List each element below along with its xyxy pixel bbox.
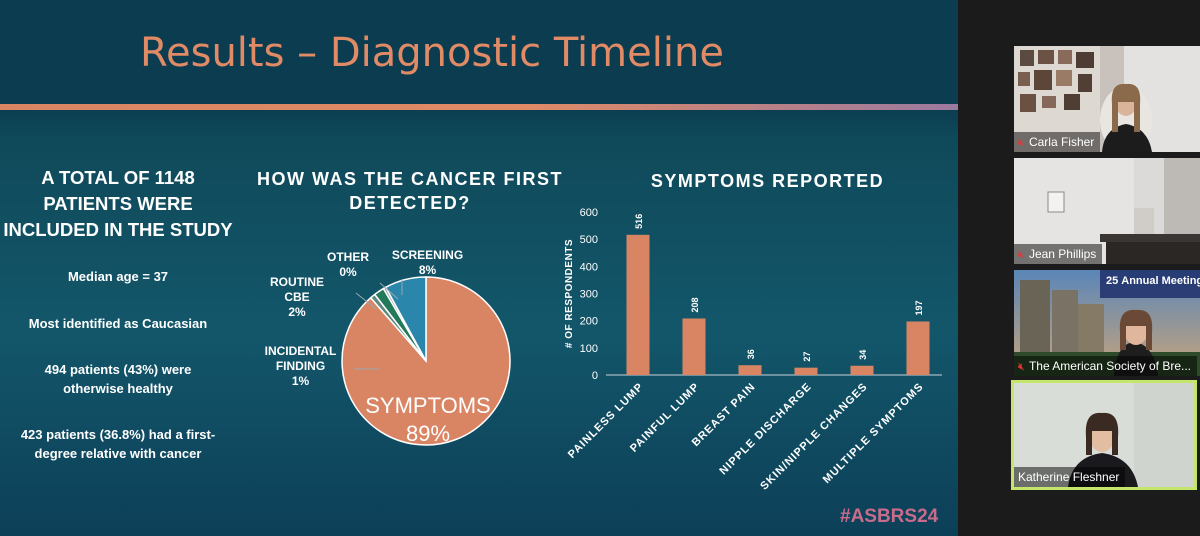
y-tick-label: 100 bbox=[580, 343, 598, 355]
bar bbox=[682, 318, 706, 375]
y-tick-label: 200 bbox=[580, 316, 598, 328]
slice-name: INCIDENTAL FINDING bbox=[264, 344, 337, 373]
pie-chart-heading: HOW WAS THE CANCER FIRST DETECTED? bbox=[250, 167, 570, 215]
bar-data-label: 27 bbox=[802, 352, 812, 362]
stat-family-history: 423 patients (36.8%) had a first- degree… bbox=[0, 425, 236, 463]
participant-name: Katherine Fleshner bbox=[1018, 470, 1120, 484]
pie-label-other: OTHER 0% bbox=[318, 250, 378, 280]
participant-name: Carla Fisher bbox=[1028, 135, 1095, 149]
muted-mic-icon: 🔇︎ bbox=[1018, 249, 1025, 261]
heading-line: DETECTED? bbox=[349, 193, 471, 213]
pie-slice-screening bbox=[384, 276, 427, 362]
video-tile-asbrs[interactable]: 25 Annual Meeting 🔇︎ The American Society … bbox=[1014, 270, 1200, 376]
bar bbox=[794, 367, 818, 375]
y-tick-label: 0 bbox=[592, 370, 598, 382]
pie-label-symptoms-name: SYMPTOMS bbox=[365, 393, 491, 418]
slice-percent: 1% bbox=[291, 374, 310, 388]
video-tile-carla-fisher[interactable]: 🔇︎ Carla Fisher bbox=[1014, 46, 1200, 152]
study-total-heading: A TOTAL OF 1148 PATIENTS WERE INCLUDED I… bbox=[0, 165, 236, 243]
heading-line: HOW WAS THE CANCER FIRST bbox=[257, 169, 563, 189]
pie-label-symptoms-percent: 89% bbox=[406, 421, 450, 446]
symptoms-bar-chart: # OF RESPONDENTS0100200300400500600516PA… bbox=[564, 207, 942, 490]
pie-label-incidental-finding: INCIDENTAL FINDING 1% bbox=[258, 344, 343, 389]
bar-chart-heading: SYMPTOMS REPORTED bbox=[650, 171, 885, 191]
banner-year: 25 bbox=[1106, 275, 1118, 287]
heading-line: PATIENTS WERE bbox=[43, 193, 193, 214]
pie-label-routine-cbe: ROUTINE CBE 2% bbox=[262, 275, 332, 320]
bar bbox=[738, 365, 762, 375]
slice-name: ROUTINE CBE bbox=[270, 275, 324, 304]
stat-line: degree relative with cancer bbox=[34, 446, 202, 461]
detection-pie-chart: SYMPTOMS 89% bbox=[341, 276, 511, 446]
pie-label-screening: SCREENING 8% bbox=[390, 248, 465, 278]
pie-leader-line bbox=[379, 282, 399, 300]
y-tick-label: 300 bbox=[580, 289, 598, 301]
participant-name-label: 🔇︎ Carla Fisher bbox=[1014, 132, 1101, 152]
x-tick-label: NIPPLE DISCHARGE bbox=[717, 381, 814, 478]
heading-line: A TOTAL OF 1148 bbox=[41, 167, 195, 188]
y-tick-label: 400 bbox=[580, 261, 598, 273]
slice-name: SCREENING bbox=[391, 248, 464, 262]
bar-data-label: 208 bbox=[690, 297, 700, 312]
slide-title: Results – Diagnostic Timeline bbox=[140, 30, 724, 76]
presentation-slide: Results – Diagnostic Timeline A TOTAL OF… bbox=[0, 0, 958, 536]
slice-percent: 2% bbox=[288, 305, 306, 319]
stat-line: 423 patients (36.8%) had a first- bbox=[20, 427, 216, 442]
stat-line: Median age = 37 bbox=[67, 269, 169, 284]
stat-median-age: Median age = 37 bbox=[0, 267, 236, 286]
stat-healthy: 494 patients (43%) were otherwise health… bbox=[0, 360, 236, 398]
bar-data-label: 516 bbox=[634, 214, 644, 229]
bar-data-label: 34 bbox=[858, 350, 868, 360]
banner-title: Annual Meeting bbox=[1121, 275, 1200, 287]
bar-data-label: 197 bbox=[914, 300, 924, 315]
stat-line: Most identified as Caucasian bbox=[28, 316, 208, 331]
video-tile-jean-phillips[interactable]: 🔇︎ Jean Phillips bbox=[1014, 158, 1200, 264]
y-tick-label: 500 bbox=[580, 234, 598, 246]
video-tile-katherine-fleshner[interactable]: Katherine Fleshner bbox=[1011, 380, 1197, 490]
slice-percent: 8% bbox=[418, 263, 437, 277]
bar-data-label: 36 bbox=[746, 349, 756, 359]
y-axis-label: # OF RESPONDENTS bbox=[564, 239, 575, 348]
stat-ethnicity: Most identified as Caucasian bbox=[0, 314, 236, 333]
muted-mic-icon: 🔇︎ bbox=[1018, 361, 1025, 373]
bar bbox=[850, 365, 874, 375]
slice-percent: 0% bbox=[339, 265, 357, 279]
stat-line: otherwise healthy bbox=[63, 381, 173, 396]
bar bbox=[906, 321, 930, 375]
x-tick-label: MULTIPLE SYMPTOMS bbox=[821, 381, 926, 486]
participant-name-label: 🔇︎ Jean Phillips bbox=[1014, 244, 1103, 264]
title-divider bbox=[0, 104, 958, 110]
participant-name: The American Society of Bre... bbox=[1028, 359, 1192, 373]
pie-leader-line bbox=[355, 292, 377, 310]
y-tick-label: 600 bbox=[580, 207, 598, 219]
x-tick-label: SKIN/NIPPLE CHANGES bbox=[758, 381, 870, 490]
slice-name: OTHER bbox=[327, 250, 369, 264]
participant-name-label: Katherine Fleshner bbox=[1014, 467, 1126, 487]
conference-hashtag: #ASBRS24 bbox=[840, 506, 939, 527]
participant-name: Jean Phillips bbox=[1028, 247, 1097, 261]
participant-name-label: 🔇︎ The American Society of Bre... bbox=[1014, 356, 1198, 376]
heading-line: INCLUDED IN THE STUDY bbox=[3, 219, 233, 240]
muted-mic-icon: 🔇︎ bbox=[1018, 137, 1025, 149]
participant-video bbox=[1014, 46, 1200, 152]
bar bbox=[626, 234, 650, 375]
stat-line: 494 patients (43%) were bbox=[44, 362, 192, 377]
